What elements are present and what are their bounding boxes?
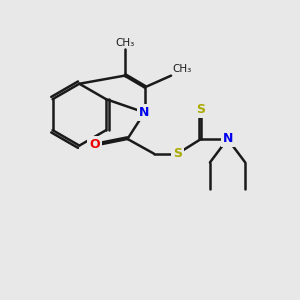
- Text: CH₃: CH₃: [172, 64, 192, 74]
- Text: S: S: [173, 147, 182, 160]
- Text: S: S: [196, 103, 206, 116]
- Text: N: N: [140, 106, 150, 119]
- Text: CH₃: CH₃: [115, 38, 134, 48]
- Text: N: N: [222, 133, 233, 146]
- Text: O: O: [89, 138, 100, 151]
